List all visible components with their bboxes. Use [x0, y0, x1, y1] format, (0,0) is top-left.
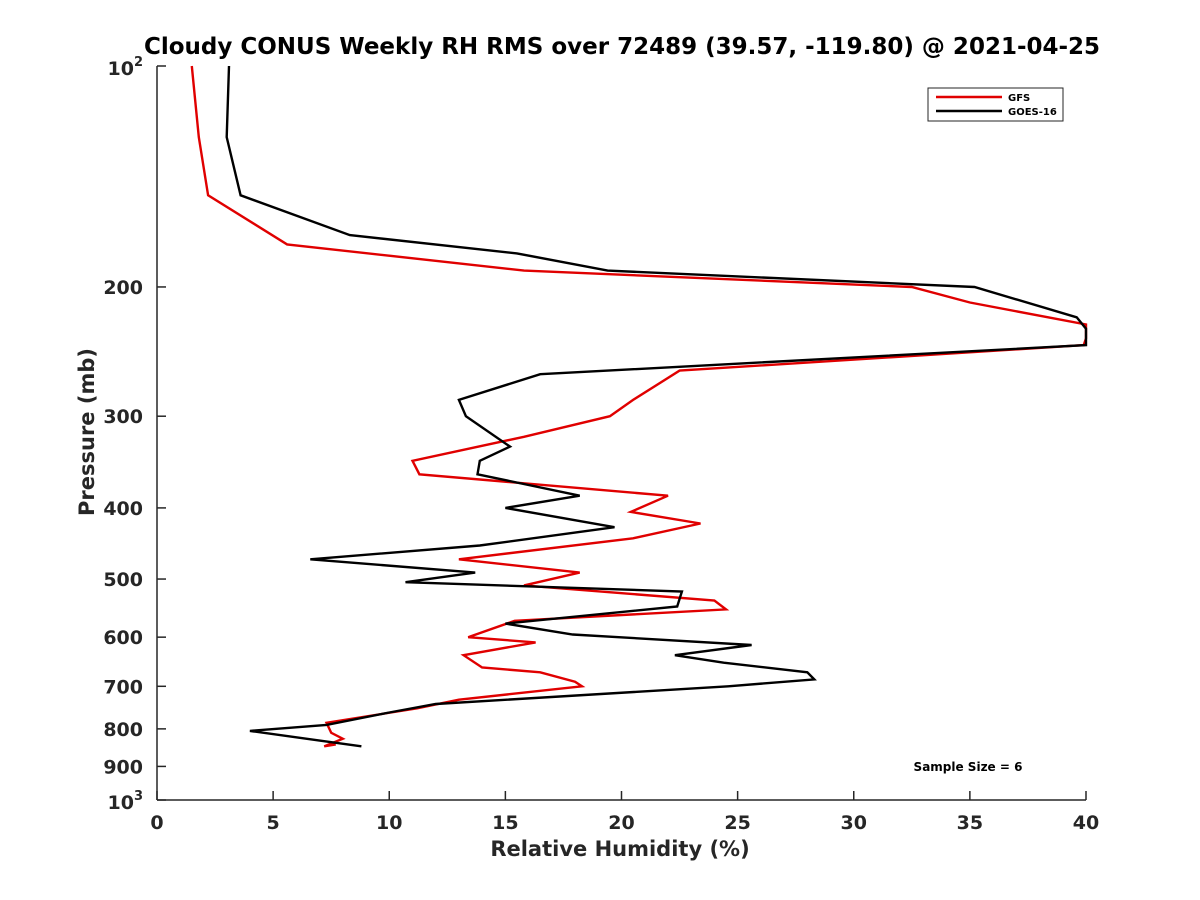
y-tick-label-base: 10 — [108, 792, 134, 814]
legend-label: GFS — [1008, 93, 1030, 104]
y-tick-label-base: 10 — [108, 58, 134, 80]
x-axis-label: Relative Humidity (%) — [490, 837, 749, 861]
y-tick-label: 700 — [103, 676, 143, 698]
y-tick-label: 200 — [103, 277, 143, 299]
legend-label: GOES-16 — [1008, 107, 1057, 118]
x-tick-label: 25 — [724, 812, 750, 834]
x-tick-label: 35 — [957, 812, 983, 834]
y-tick-label-exponent: 2 — [134, 55, 143, 70]
x-tick-label: 10 — [376, 812, 402, 834]
series-line-gfs — [190, 65, 1088, 748]
x-tick-label: 0 — [150, 812, 163, 834]
legend-items: GFS GOES-16 — [936, 93, 1057, 118]
x-tick-label: 15 — [492, 812, 518, 834]
y-tick-label: 400 — [103, 498, 143, 520]
chart-title: Cloudy CONUS Weekly RH RMS over 72489 (3… — [144, 34, 1100, 60]
x-axis-ticks: 0 5 10 15 20 25 30 35 40 — [150, 791, 1099, 834]
legend-box — [927, 87, 1064, 122]
plot-frame — [157, 66, 1086, 800]
plot-area: 0 5 10 15 20 25 30 35 40 10220030040050060070080… — [103, 55, 1099, 834]
x-tick-label: 30 — [841, 812, 867, 834]
sample-size-annotation: Sample Size = 6 — [914, 760, 1023, 774]
x-tick-label: 5 — [267, 812, 280, 834]
y-tick-label: 102 — [108, 55, 144, 80]
y-tick-label: 500 — [103, 569, 143, 591]
x-tick-label: 20 — [608, 812, 634, 834]
y-tick-label: 103 — [108, 789, 144, 814]
y-axis-label: Pressure (mb) — [75, 348, 99, 516]
x-tick-label: 40 — [1073, 812, 1099, 834]
y-tick-label: 900 — [103, 756, 143, 778]
y-tick-label-exponent: 3 — [134, 789, 143, 804]
series-layer — [190, 65, 1088, 748]
series-line-goes-16 — [225, 65, 1088, 748]
y-tick-label: 600 — [103, 627, 143, 649]
legend: GFS GOES-16 — [927, 87, 1064, 122]
y-tick-label: 800 — [103, 719, 143, 741]
y-tick-label: 300 — [103, 406, 143, 428]
